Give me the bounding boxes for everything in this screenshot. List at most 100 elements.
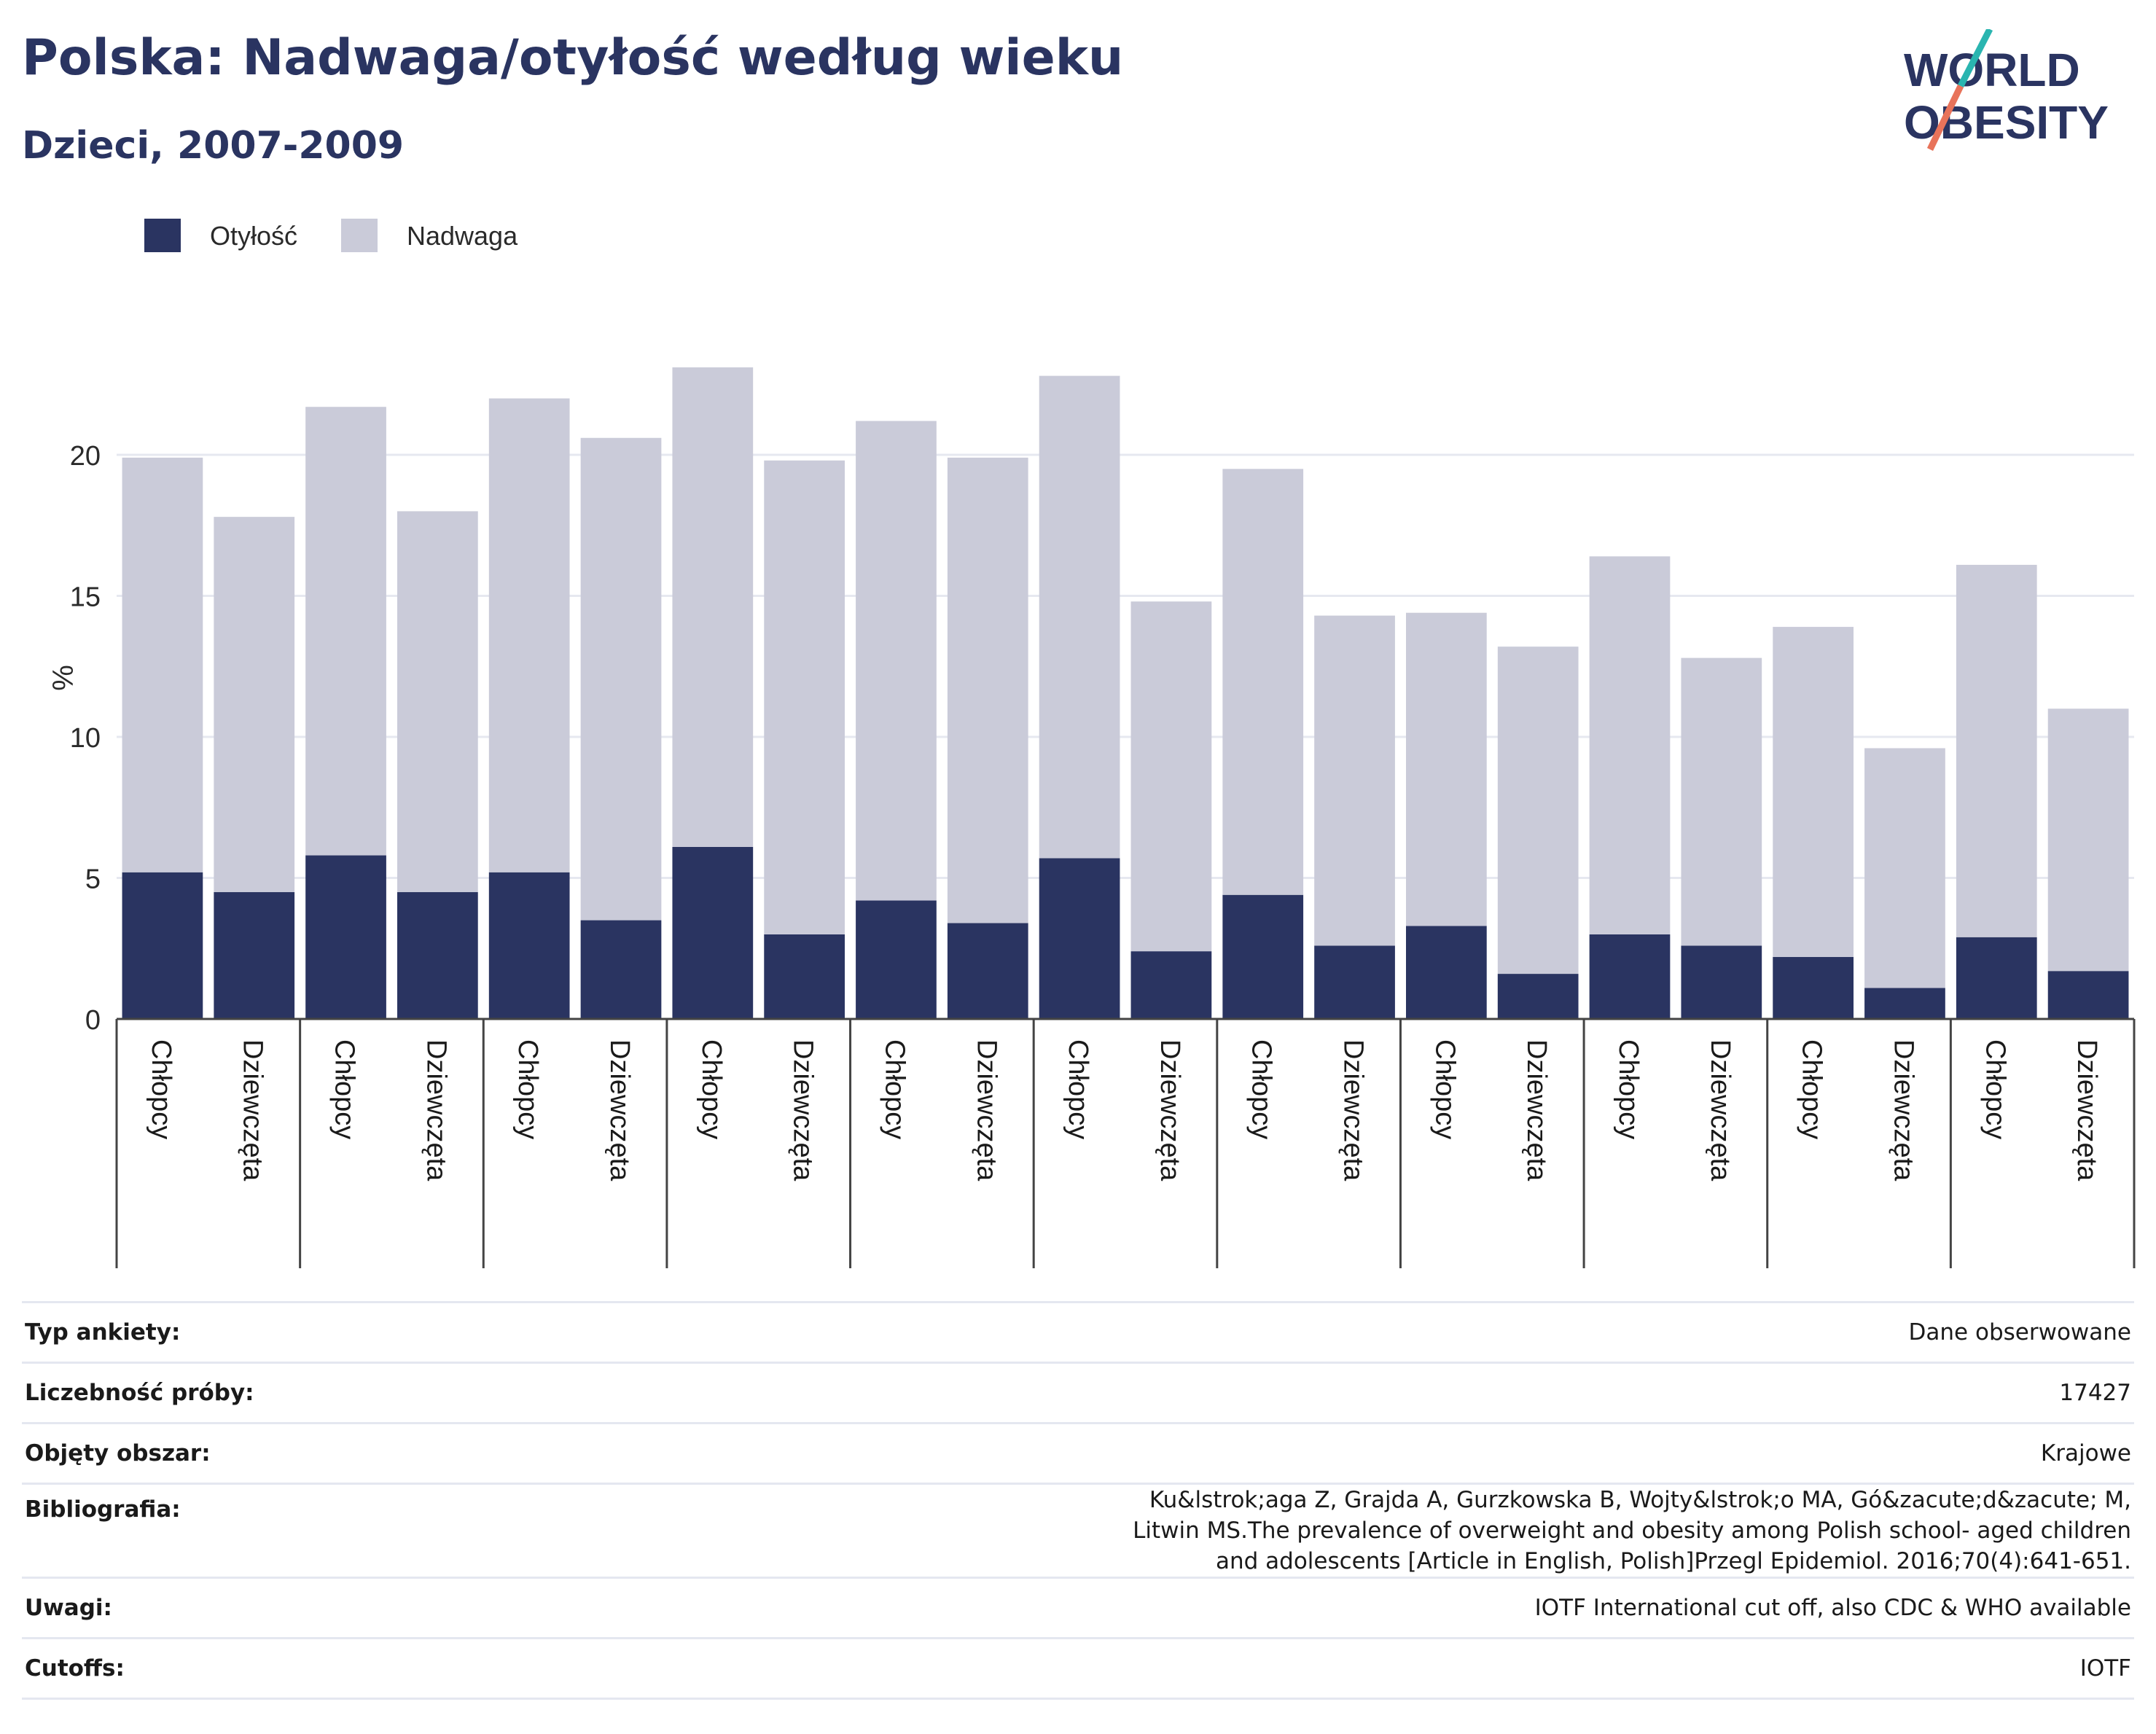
x-subcategory-label: Dziewczęta <box>1155 1039 1185 1182</box>
info-value: IOTF <box>538 1637 2134 1700</box>
x-subcategory-label: Dziewczęta <box>971 1039 1001 1182</box>
info-label: Typ ankiety: <box>22 1301 538 1363</box>
y-tick-label: 0 <box>85 1005 101 1036</box>
bar-obesity <box>672 846 754 1019</box>
bar-obesity <box>1589 934 1671 1019</box>
bar-overweight <box>1222 469 1304 895</box>
bar-obesity <box>1497 974 1579 1019</box>
bar-obesity <box>1406 926 1487 1019</box>
bar-overweight <box>1130 601 1212 952</box>
y-axis-label: % <box>46 665 78 691</box>
bar-obesity <box>305 855 386 1019</box>
x-subcategory-label: Chłopcy <box>146 1039 176 1139</box>
bar-overweight <box>122 457 203 872</box>
info-label: Liczebność próby: <box>22 1362 538 1423</box>
x-subcategory-label: Chłopcy <box>879 1039 910 1139</box>
bar-overweight <box>1589 556 1671 934</box>
bar-overweight <box>1406 612 1487 926</box>
x-subcategory-label: Dziewczęta <box>238 1039 268 1182</box>
bar-obesity <box>580 920 662 1019</box>
bar-overweight <box>764 460 845 934</box>
bar-obesity <box>1130 951 1212 1019</box>
info-row-notes: Uwagi: IOTF International cut off, also … <box>22 1577 2134 1639</box>
info-row-cutoffs: Cutoffs: IOTF <box>22 1637 2134 1700</box>
info-label: Bibliografia: <box>22 1483 538 1578</box>
bar-overweight <box>947 457 1028 923</box>
bar-obesity <box>1222 894 1304 1019</box>
bar-overweight <box>2047 708 2129 972</box>
info-value: 17427 <box>538 1362 2134 1423</box>
x-subcategory-label: Chłopcy <box>1429 1039 1460 1139</box>
bar-overweight <box>214 517 295 892</box>
bar-obesity <box>947 923 1028 1019</box>
bar-obesity <box>1039 858 1120 1019</box>
bar-overweight <box>1956 564 2037 937</box>
x-subcategory-label: Dziewczęta <box>421 1039 451 1182</box>
x-subcategory-label: Chłopcy <box>1246 1039 1277 1139</box>
info-row-sample: Liczebność próby: 17427 <box>22 1362 2134 1423</box>
x-subcategory-label: Dziewczęta <box>1521 1039 1552 1182</box>
y-tick-label: 5 <box>85 864 101 895</box>
info-value: Krajowe <box>538 1422 2134 1484</box>
y-tick-label: 20 <box>70 441 101 472</box>
bar-obesity <box>488 872 570 1019</box>
x-subcategory-label: Dziewczęta <box>2071 1039 2102 1182</box>
info-label: Cutoffs: <box>22 1637 538 1700</box>
x-subcategory-label: Chłopcy <box>1980 1039 2010 1139</box>
x-subcategory-label: Chłopcy <box>1797 1039 1827 1139</box>
legend-swatch <box>341 219 378 252</box>
info-value: Dane obserwowane <box>538 1301 2134 1363</box>
x-subcategory-label: Dziewczęta <box>1338 1039 1369 1182</box>
bar-overweight <box>856 421 937 901</box>
page-subtitle: Dzieci, 2007-2009 <box>22 124 405 168</box>
bar-obesity <box>764 934 845 1019</box>
bar-obesity <box>214 891 295 1019</box>
bar-obesity <box>1956 937 2037 1019</box>
x-subcategory-label: Dziewczęta <box>1888 1039 1918 1182</box>
bar-obesity <box>1864 988 1945 1019</box>
bar-obesity <box>2047 971 2129 1019</box>
bar-obesity <box>1681 945 1762 1019</box>
page-title: Polska: Nadwaga/otyłość według wieku <box>22 29 1124 87</box>
bar-overweight <box>1039 375 1120 859</box>
stacked-bar-chart: Otyłość Nadwaga 0 5 10 15 20% Chłopcy Dziewczęta… <box>46 219 2136 1268</box>
bar-overweight <box>397 511 478 892</box>
logo-line1: WORLD <box>1904 44 2080 96</box>
legend-swatch <box>144 219 181 252</box>
bar-overweight <box>580 437 662 921</box>
info-row-bibliography: Bibliografia: Ku&lstrok;aga Z, Grajda A,… <box>22 1483 2134 1578</box>
x-subcategory-label: Chłopcy <box>696 1039 727 1139</box>
bar-overweight <box>305 407 386 856</box>
logo-coral-stroke <box>1926 85 1964 151</box>
info-row-area: Objęty obszar: Krajowe <box>22 1422 2134 1484</box>
logo-teal-stroke <box>1957 29 1993 88</box>
bar-overweight <box>1864 748 1945 988</box>
x-subcategory-label: Chłopcy <box>1613 1039 1644 1139</box>
world-obesity-logo: WORLD OBESITY <box>1904 29 2109 151</box>
info-label: Objęty obszar: <box>22 1422 538 1484</box>
x-subcategory-label: Dziewczęta <box>788 1039 819 1182</box>
info-row-survey: Typ ankiety: Dane obserwowane <box>22 1301 2134 1363</box>
bar-obesity <box>1314 945 1395 1019</box>
x-subcategory-label: Dziewczęta <box>604 1039 635 1182</box>
bar-obesity <box>1773 956 1854 1019</box>
bar-obesity <box>122 872 203 1019</box>
x-subcategory-label: Chłopcy <box>512 1039 543 1139</box>
x-subcategory-label: Chłopcy <box>329 1039 360 1139</box>
bar-overweight <box>1497 647 1579 975</box>
y-tick-label: 10 <box>70 723 101 754</box>
info-label: Uwagi: <box>22 1577 538 1639</box>
info-value: Ku&lstrok;aga Z, Grajda A, Gurzkowska B,… <box>538 1483 2134 1578</box>
bar-overweight <box>488 398 570 872</box>
bar-overweight <box>1681 657 1762 946</box>
bar-obesity <box>397 891 478 1019</box>
legend-label: Nadwaga <box>407 221 518 251</box>
bar-overweight <box>1314 615 1395 946</box>
info-value: IOTF International cut off, also CDC & W… <box>538 1577 2134 1639</box>
x-subcategory-label: Dziewczęta <box>1705 1039 1735 1182</box>
bar-overweight <box>1773 627 1854 957</box>
info-table: Typ ankiety: Dane obserwowane Liczebność… <box>22 1301 2134 1700</box>
legend-label: Otyłość <box>210 221 297 251</box>
bar-obesity <box>856 900 937 1019</box>
y-tick-label: 15 <box>70 582 101 613</box>
